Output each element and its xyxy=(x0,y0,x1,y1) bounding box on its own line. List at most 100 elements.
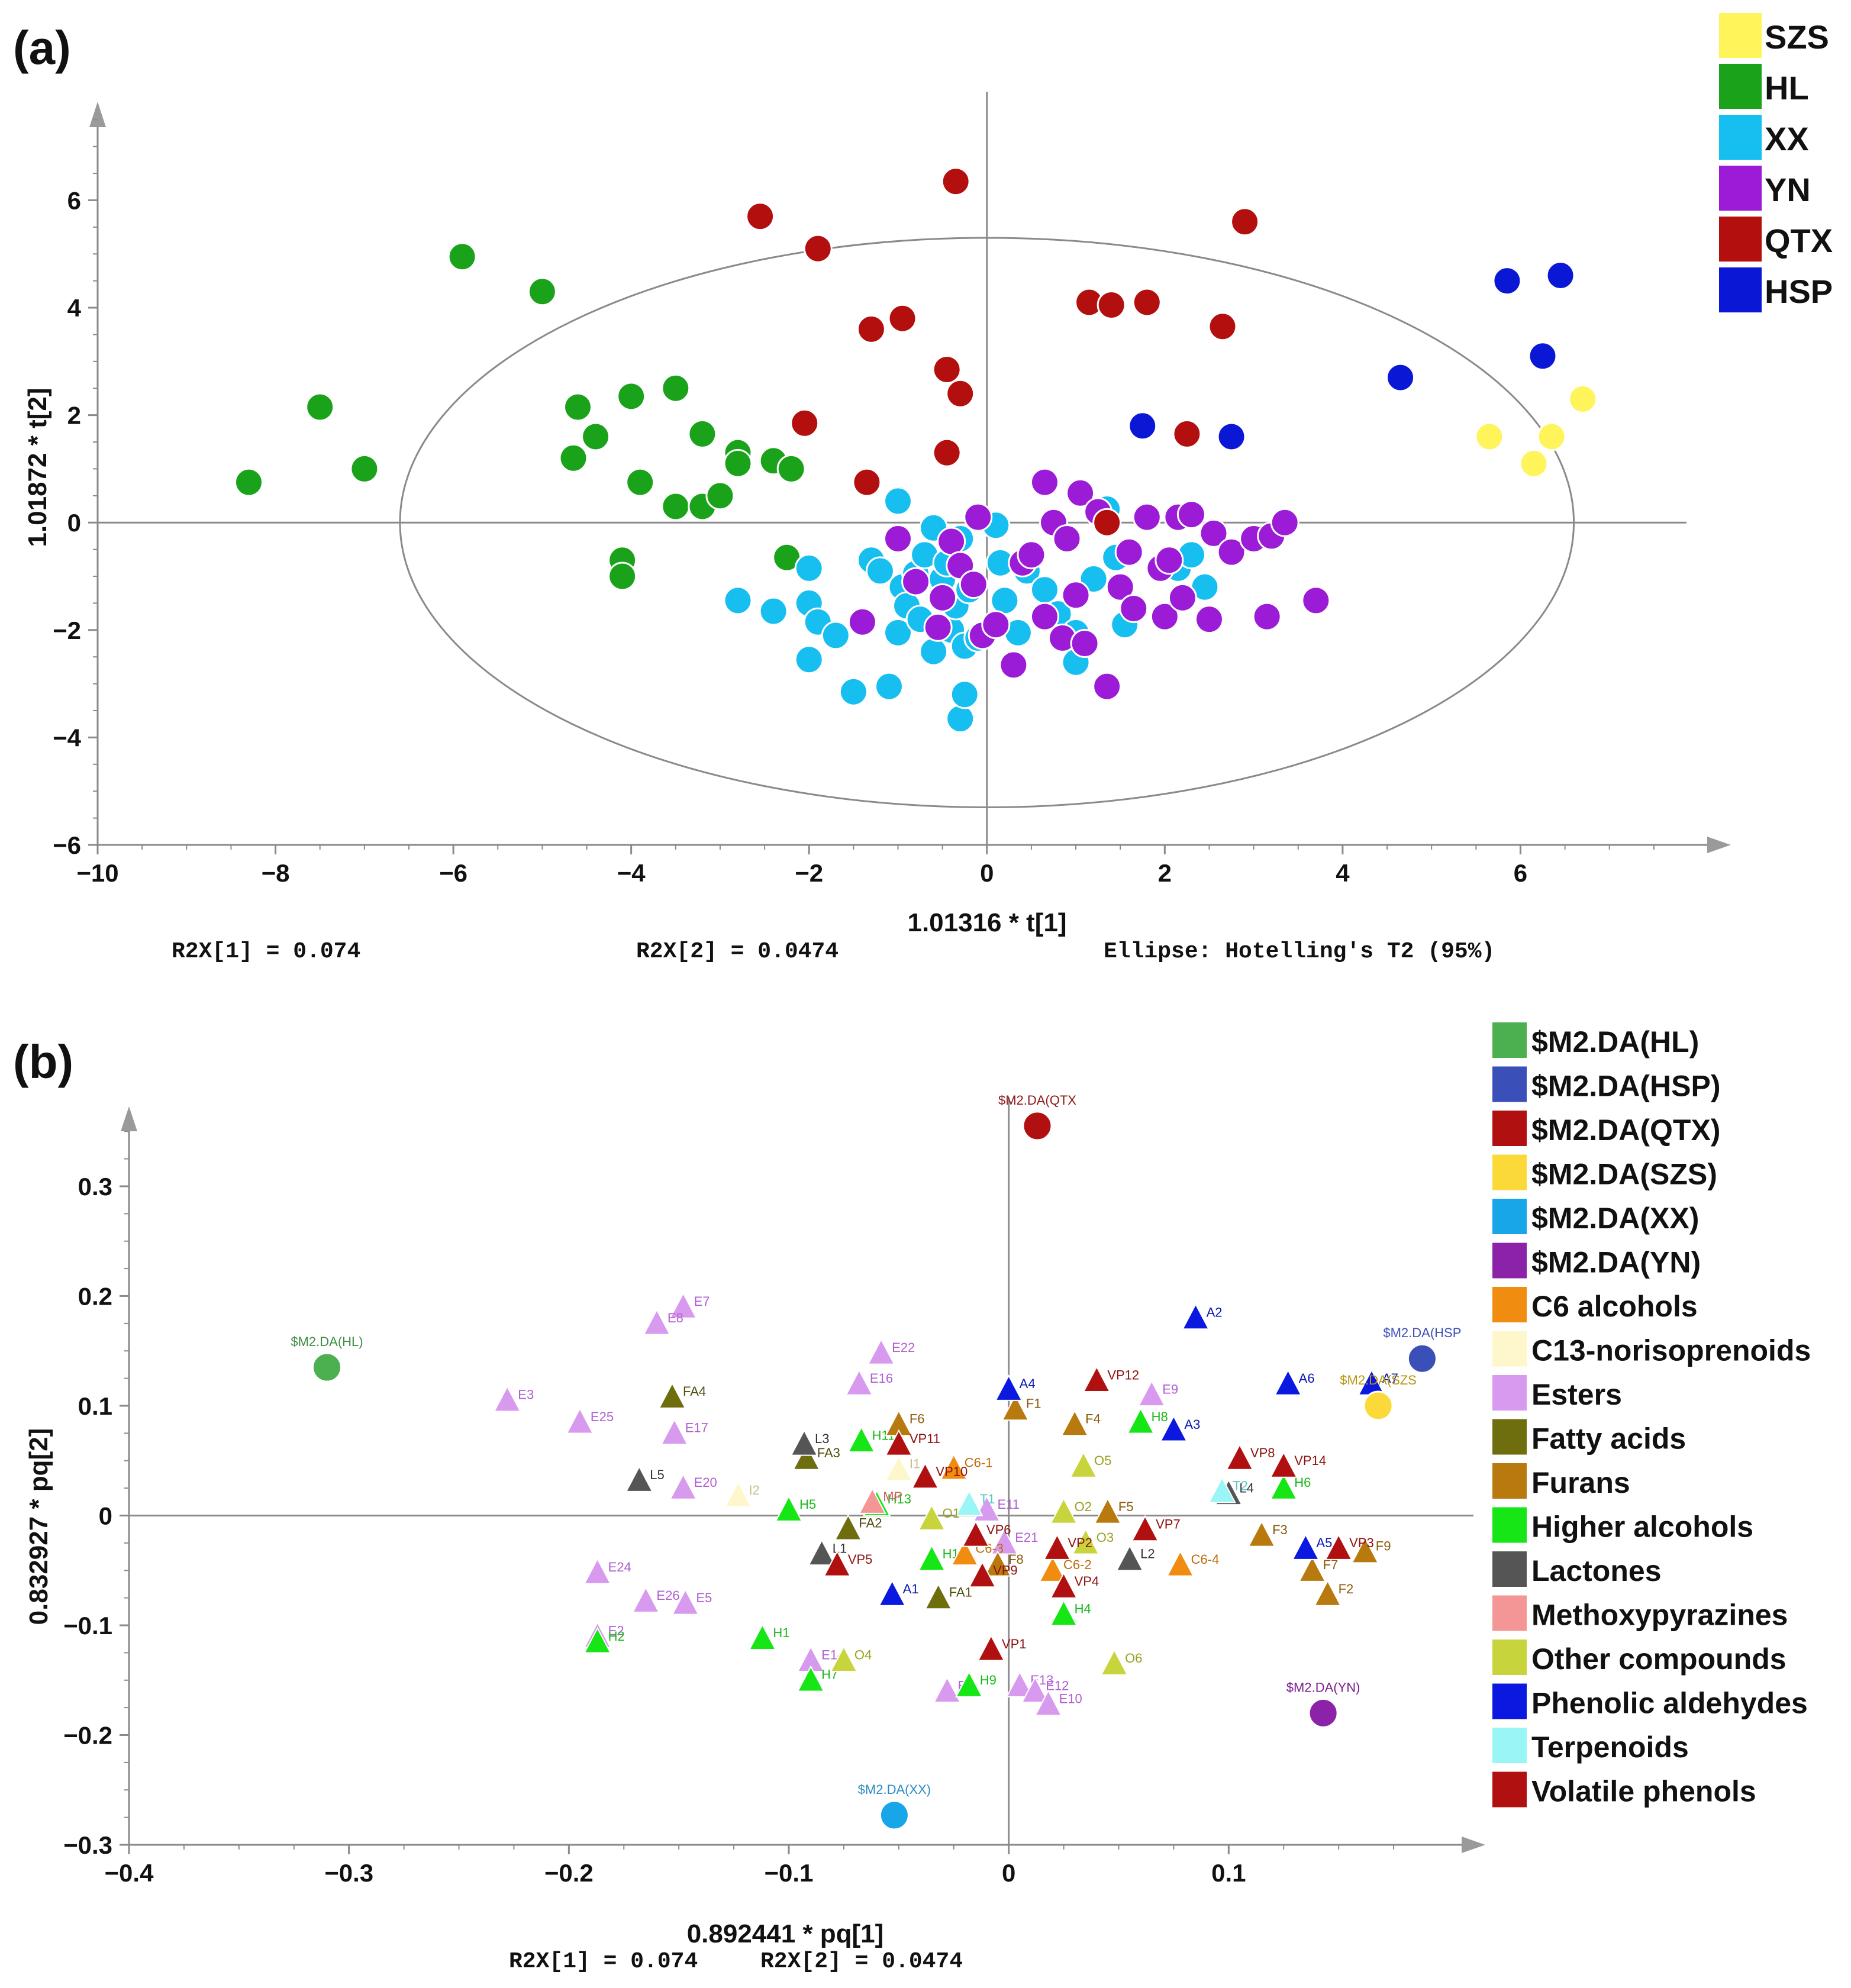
legend-label: $M2.DA(HSP) xyxy=(1531,1070,1720,1103)
panel-a-x-tick-label: −4 xyxy=(617,859,646,887)
scatter-point-xx xyxy=(950,680,979,709)
loading-marker-vp5 xyxy=(823,1550,852,1577)
loading-marker-e8 xyxy=(643,1308,671,1335)
scatter-point-xx xyxy=(723,586,753,615)
loading-marker-t1 xyxy=(955,1489,983,1516)
loading-marker-h6 xyxy=(1269,1473,1298,1500)
loading-marker-fa3 xyxy=(792,1443,821,1470)
loading-label: E20 xyxy=(694,1475,717,1490)
scatter-point-szs xyxy=(1519,448,1549,478)
legend-swatch xyxy=(1492,1242,1527,1279)
panel-b-x-tick-label: 0 xyxy=(1002,1859,1015,1887)
loading-label: E25 xyxy=(591,1409,614,1424)
loading-marker-i1 xyxy=(885,1454,913,1482)
legend-swatch xyxy=(1492,1287,1527,1322)
panel-a-y-tick-label: 6 xyxy=(67,186,81,214)
legend-label: Phenolic aldehydes xyxy=(1531,1687,1808,1720)
loading-label: A4 xyxy=(1020,1376,1036,1391)
scatter-point-xx xyxy=(759,596,788,626)
loading-marker-i2 xyxy=(724,1480,753,1508)
panel-a-x-tick-label: 2 xyxy=(1158,859,1172,887)
loading-label: E5 xyxy=(696,1590,712,1605)
scatter-point-yn xyxy=(937,527,966,556)
loading-marker-vp8 xyxy=(1226,1443,1254,1470)
loading-marker-e3 xyxy=(493,1385,521,1412)
loading-marker-c6-1 xyxy=(940,1453,968,1480)
loading-label: VP6 xyxy=(986,1522,1011,1537)
loading-label: L4 xyxy=(1239,1480,1253,1495)
loading-label: E10 xyxy=(1059,1692,1082,1706)
loading-label: I2 xyxy=(749,1483,760,1498)
group-point xyxy=(1022,1111,1053,1141)
scatter-point-yn xyxy=(963,502,993,532)
scatter-point-hl xyxy=(447,242,477,272)
panel-a-legend: SZS HL XX YN QTX HSP xyxy=(1719,13,1833,312)
scatter-point-szs xyxy=(1475,422,1504,451)
scatter-point-yn xyxy=(1150,602,1179,631)
panel-b-y-tick-label: 0.1 xyxy=(78,1392,112,1420)
loading-marker-f7 xyxy=(1298,1555,1327,1582)
loading-label: VP12 xyxy=(1107,1367,1139,1382)
panel-b-footer-r2x2: R2X[2] = 0.0474 xyxy=(760,1949,963,1974)
scatter-point-yn xyxy=(1270,508,1299,537)
loading-marker-a2 xyxy=(1181,1303,1210,1330)
loading-marker-e22 xyxy=(867,1338,895,1365)
loading-label: E24 xyxy=(608,1560,631,1574)
legend-swatch xyxy=(1492,1111,1527,1146)
legend-swatch xyxy=(1492,1551,1527,1587)
scatter-point-yn xyxy=(901,567,931,596)
loading-marker-f5 xyxy=(1094,1497,1122,1524)
loading-label: L3 xyxy=(815,1431,829,1446)
panel-b-y-arrow xyxy=(121,1106,137,1131)
scatter-point-qtx xyxy=(941,167,970,196)
scatter-point-qtx xyxy=(932,354,962,384)
loading-label: E3 xyxy=(518,1387,534,1402)
scatter-point-qtx xyxy=(1097,290,1126,320)
panel-b-y-tick-label: 0 xyxy=(99,1502,112,1529)
panel-a-x-axis-title: 1.01316 * t[1] xyxy=(907,908,1066,937)
loading-label: A5 xyxy=(1316,1535,1332,1550)
scatter-point-yn xyxy=(999,650,1028,680)
legend-swatch xyxy=(1492,1771,1527,1808)
loading-label: A6 xyxy=(1299,1371,1315,1386)
panel-b-x-tick-label: −0.3 xyxy=(324,1859,373,1887)
panel-a-label: (a) xyxy=(13,21,71,74)
panel-a-x-tick-label: −2 xyxy=(795,859,823,887)
loading-label: FA1 xyxy=(949,1585,972,1600)
panel-b-y-tick-label: −0.2 xyxy=(63,1721,112,1749)
scatter-point-qtx xyxy=(946,379,975,408)
loading-label: T2 xyxy=(1233,1479,1248,1493)
legend-label: Furans xyxy=(1531,1466,1630,1499)
panel-a-y-arrow xyxy=(89,102,106,127)
scatter-point-xx xyxy=(919,637,949,666)
legend-label: Volatile phenols xyxy=(1531,1775,1756,1808)
loading-marker-e13 xyxy=(1005,1670,1034,1697)
legend-label: Higher alcohols xyxy=(1531,1511,1753,1544)
scatter-point-yn xyxy=(1301,586,1331,615)
loading-label: H9 xyxy=(980,1673,997,1687)
loading-label: C6-4 xyxy=(1191,1552,1220,1567)
scatter-point-hsp xyxy=(1128,411,1157,441)
scatter-point-yn xyxy=(1155,546,1184,575)
loading-marker-e7 xyxy=(669,1292,698,1319)
loading-marker-o5 xyxy=(1069,1451,1098,1478)
loading-marker-c6-2 xyxy=(1039,1555,1067,1582)
scatter-point-yn xyxy=(1119,593,1149,623)
loading-label: F2 xyxy=(1339,1582,1354,1596)
legend-swatch xyxy=(1492,1507,1527,1543)
legend-label: $M2.DA(XX) xyxy=(1531,1202,1699,1235)
scatter-point-yn xyxy=(1252,602,1282,631)
loading-label: O1 xyxy=(943,1506,960,1521)
loading-marker-c6-3 xyxy=(950,1539,979,1566)
panel-b: (b) −0.4 −0.3 −0.2 −0.1 0 0.1−0.3−0.2−0.100.1… xyxy=(13,1022,1811,1974)
scatter-point-xx xyxy=(946,704,975,734)
loading-marker-vp7 xyxy=(1131,1515,1159,1542)
panel-a-x-tick-label: −10 xyxy=(76,859,118,887)
loading-label: O4 xyxy=(854,1647,872,1662)
legend-swatch-qtx xyxy=(1719,217,1762,262)
legend-label-qtx: QTX xyxy=(1765,222,1833,259)
loading-marker-vp10 xyxy=(911,1462,940,1489)
loading-marker-e25 xyxy=(566,1407,594,1434)
loading-label: O6 xyxy=(1125,1651,1142,1666)
